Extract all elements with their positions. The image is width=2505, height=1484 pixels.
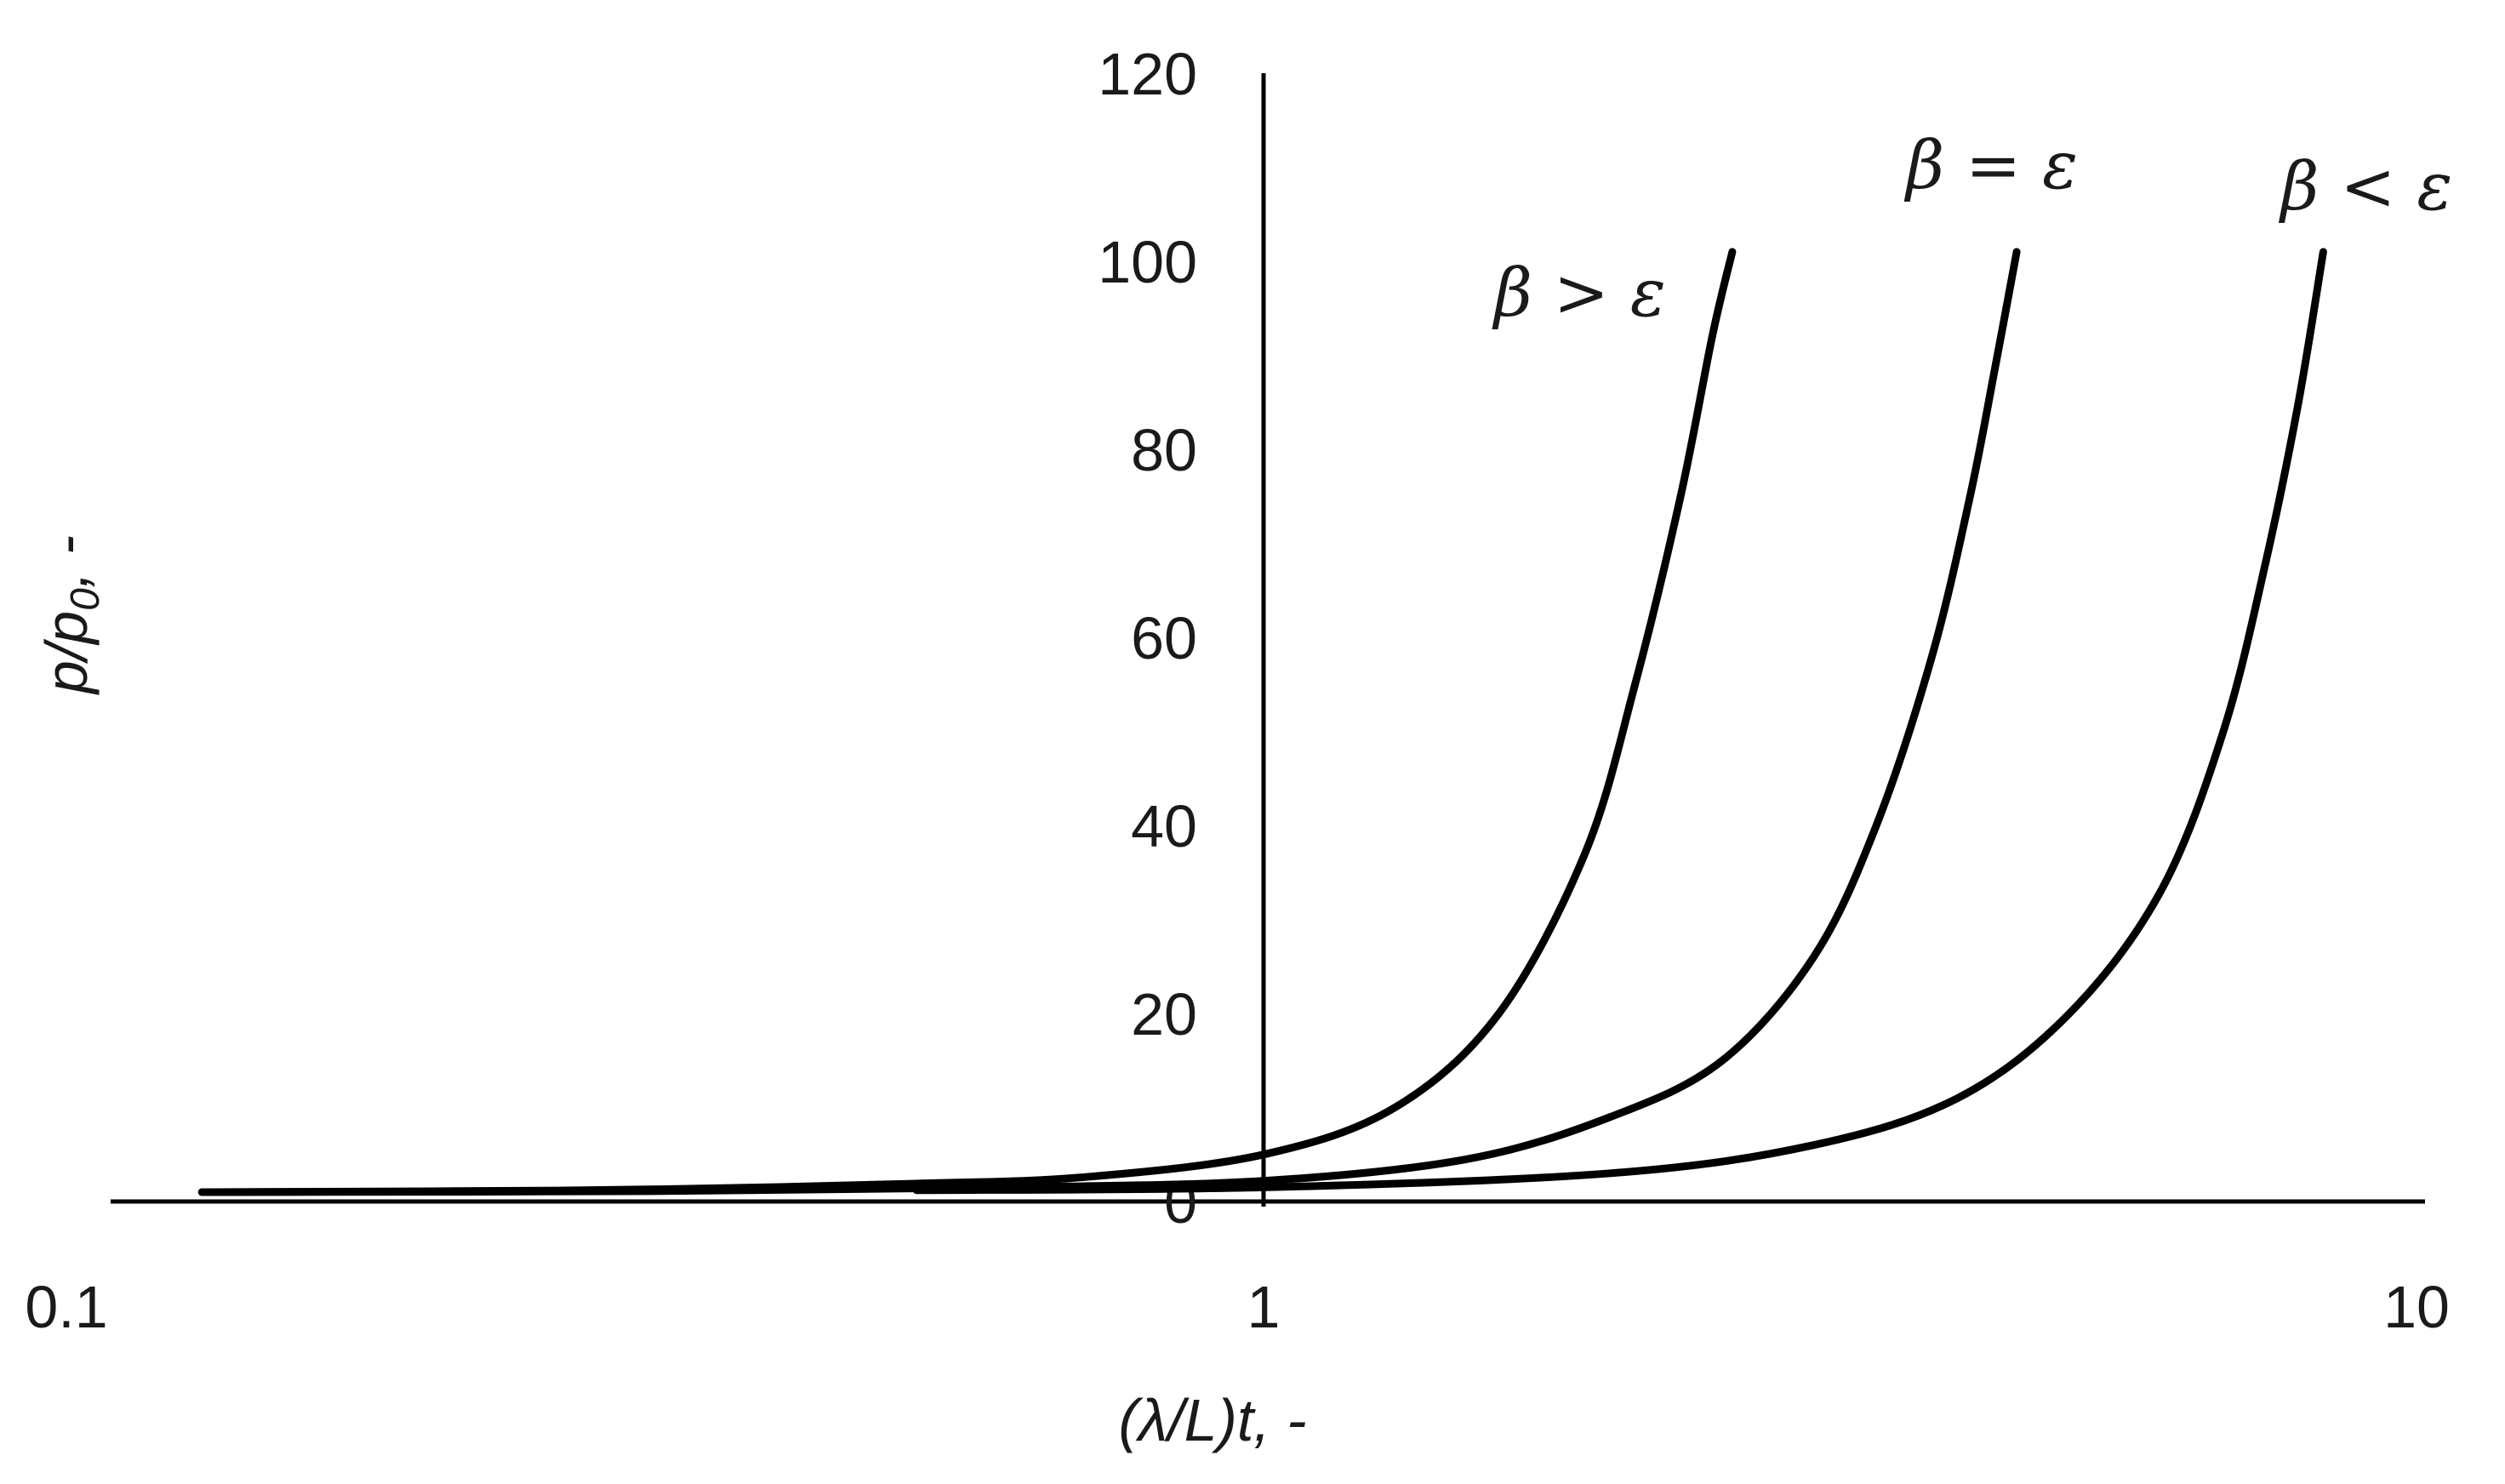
y-axis-title-subscript: 0 bbox=[63, 588, 108, 611]
x-axis-title: (λ/L)t, - bbox=[1118, 1387, 1306, 1453]
series-curve-3 bbox=[912, 248, 2327, 1195]
y-tick-label: 80 bbox=[1131, 417, 1197, 483]
y-tick-label: 40 bbox=[1131, 793, 1197, 859]
series-annotation-2: β = ε bbox=[1903, 128, 2078, 204]
series-annotation-1: β > ε bbox=[1492, 255, 1666, 332]
series-curve-1 bbox=[197, 248, 1737, 1196]
y-axis-title: p/p0, - bbox=[33, 535, 108, 695]
y-tick-label: 100 bbox=[1098, 229, 1197, 295]
y-axis-title-main: p/p bbox=[33, 611, 100, 695]
x-tick-label: 10 bbox=[2383, 1274, 2450, 1340]
y-tick-labels: 0 20 40 60 80 100 120 bbox=[1098, 41, 1197, 1236]
series-curve-2 bbox=[197, 248, 2021, 1196]
x-tick-label: 0.1 bbox=[25, 1274, 107, 1340]
y-tick-label: 120 bbox=[1098, 41, 1197, 107]
x-tick-labels: 0.1 1 10 bbox=[25, 1274, 2450, 1340]
series-annotation-3: β < ε bbox=[2278, 149, 2452, 225]
series-curves bbox=[197, 248, 2327, 1196]
x-tick-label: 1 bbox=[1247, 1274, 1281, 1340]
axes bbox=[111, 73, 2425, 1207]
y-axis-title-suffix: , - bbox=[33, 535, 100, 588]
y-tick-label: 20 bbox=[1131, 981, 1197, 1047]
y-tick-label: 0 bbox=[1164, 1169, 1197, 1236]
series-annotations: β > ε β = ε β < ε bbox=[1492, 128, 2452, 332]
y-tick-label: 60 bbox=[1131, 605, 1197, 671]
